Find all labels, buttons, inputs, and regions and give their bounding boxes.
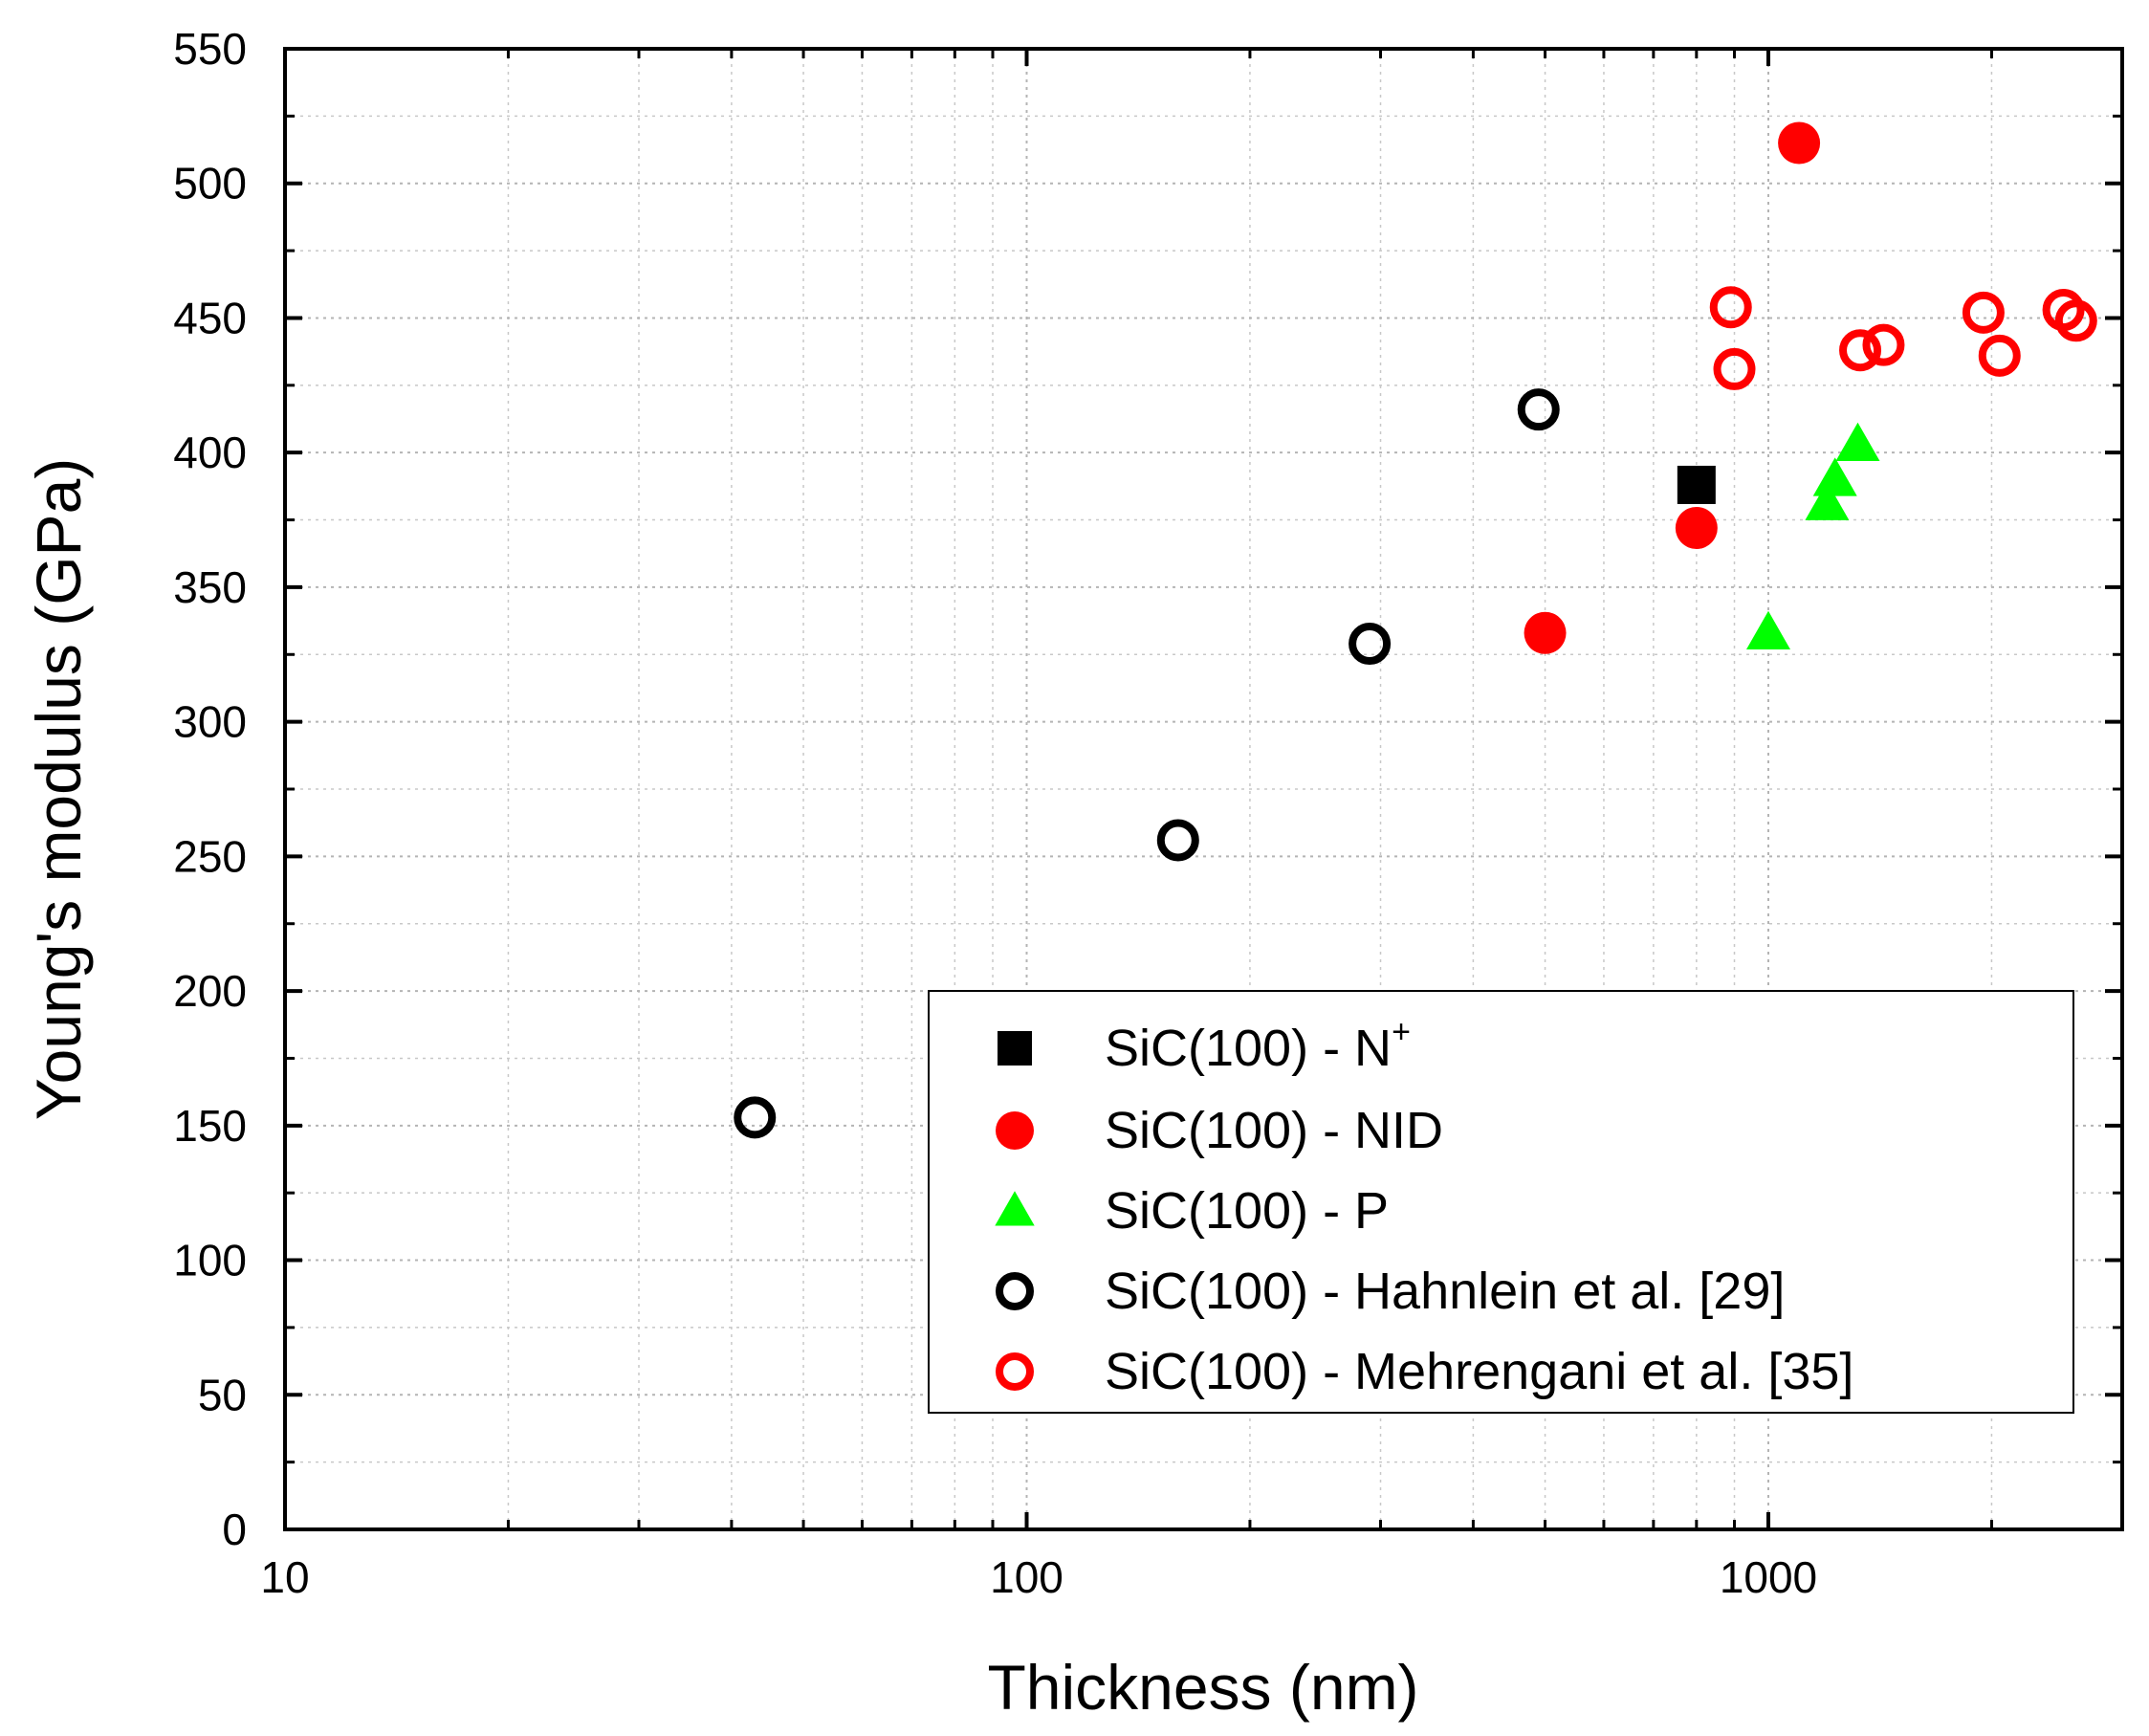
legend-label: SiC(100) - NID	[1105, 1102, 1443, 1159]
legend-entry: SiC(100) - Mehrengani et al. [35]	[996, 1343, 1853, 1400]
x-tick-label: 1000	[1720, 1552, 1817, 1602]
legend-label: SiC(100) - Hahnlein et al. [29]	[1105, 1263, 1785, 1320]
y-tick-label: 50	[198, 1370, 247, 1419]
data-point	[1517, 388, 1560, 431]
data-point	[1745, 610, 1790, 650]
data-point	[1778, 121, 1821, 165]
x-tick-labels: 10 100 1000	[260, 1552, 1817, 1602]
series-4	[1709, 286, 2097, 390]
data-point	[1835, 422, 1880, 461]
y-tick-label: 0	[222, 1505, 247, 1554]
data-point	[1677, 465, 1716, 504]
data-point	[2054, 299, 2097, 342]
data-point	[1862, 323, 1905, 366]
data-point	[1978, 334, 2021, 377]
legend-marker	[996, 1352, 1034, 1391]
y-tick-label: 450	[173, 293, 247, 342]
x-tick-label: 10	[260, 1552, 309, 1602]
legend-marker	[998, 1031, 1032, 1066]
legend-entry: SiC(100) - P	[995, 1182, 1389, 1240]
y-tick-label: 500	[173, 159, 247, 209]
y-tick-label: 350	[173, 562, 247, 612]
legend-label: SiC(100) - P	[1105, 1182, 1389, 1240]
data-point	[1962, 291, 2005, 334]
data-point	[734, 1096, 777, 1139]
y-tick-label: 100	[173, 1236, 247, 1286]
y-tick-label: 400	[173, 428, 247, 477]
data-point	[1524, 611, 1567, 654]
y-tick-labels: 0 50 100 150 200 250 300 350 400 450 500 550	[173, 24, 247, 1554]
y-tick-label: 250	[173, 831, 247, 881]
y-tick-label: 150	[173, 1101, 247, 1151]
data-point	[1156, 819, 1199, 862]
y-tick-label: 200	[173, 966, 247, 1016]
legend-entry: SiC(100) - NID	[996, 1102, 1443, 1159]
legend-label: SiC(100) - N+	[1105, 1014, 1411, 1077]
x-axis-title: Thickness (nm)	[987, 1652, 1418, 1723]
y-tick-label: 550	[173, 24, 247, 74]
legend-marker	[996, 1272, 1034, 1310]
legend-marker	[996, 1111, 1034, 1150]
x-tick-label: 100	[990, 1552, 1064, 1602]
legend-superscript: +	[1392, 1014, 1411, 1050]
data-point	[1839, 329, 1882, 372]
y-axis-title: Young's modulus (GPa)	[23, 458, 94, 1121]
series-1	[1524, 121, 1821, 654]
legend-marker	[995, 1191, 1035, 1226]
data-point	[1675, 506, 1718, 549]
data-points	[734, 121, 2097, 1139]
data-point	[1709, 286, 1752, 329]
data-point	[1805, 481, 1850, 520]
data-point	[1713, 347, 1756, 390]
series-2	[1745, 422, 1880, 650]
legend-label: SiC(100) - Mehrengani et al. [35]	[1105, 1343, 1853, 1400]
legend-entry: SiC(100) - N+	[998, 1014, 1411, 1077]
y-tick-label: 300	[173, 697, 247, 747]
data-point	[1812, 457, 1857, 496]
series-3	[734, 388, 1560, 1139]
axis-ticks	[283, 47, 2122, 1531]
series-0	[1677, 465, 1716, 504]
data-point	[1349, 623, 1392, 666]
legend-box	[928, 990, 2074, 1414]
legend-entry: SiC(100) - Hahnlein et al. [29]	[996, 1263, 1785, 1320]
legend: SiC(100) - N+ SiC(100) - NID SiC(100) - P S…	[928, 990, 2074, 1414]
